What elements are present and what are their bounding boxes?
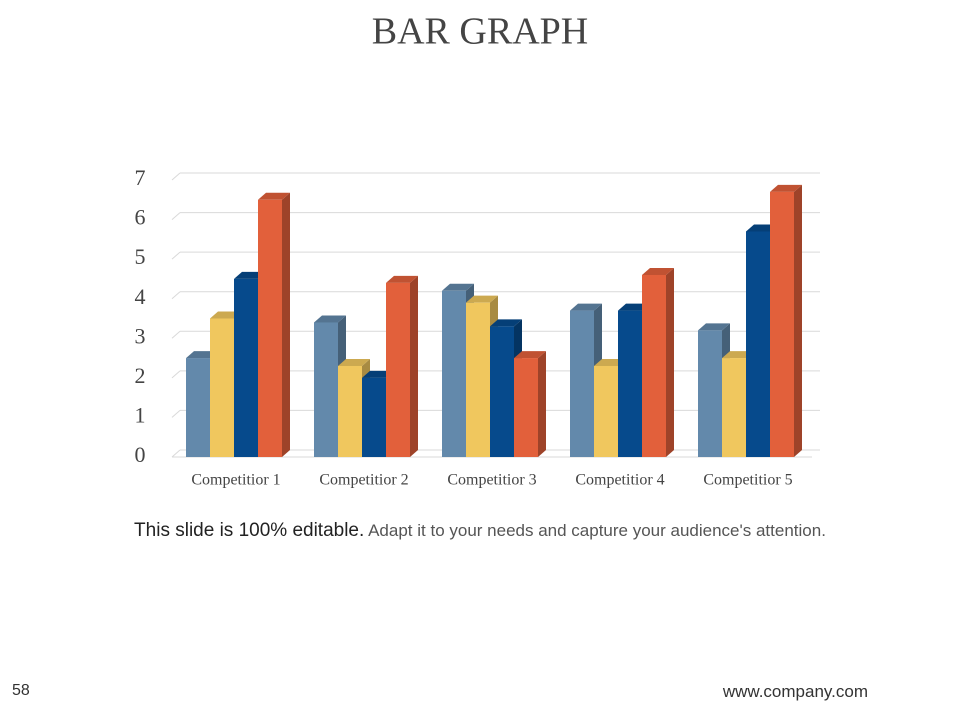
bar [234,278,258,457]
y-tick-label: 4 [135,284,146,309]
bar [770,191,794,457]
bar-side [282,192,290,458]
y-tick-label: 1 [135,402,146,427]
bar [618,310,642,457]
grid-wall-line [171,410,181,418]
y-tick-label: 7 [135,165,146,190]
bar-top [338,358,370,366]
x-tick-label: Competitior 4 [575,472,664,489]
bar-side [666,267,674,457]
bar-top [490,319,522,327]
bar [186,358,210,457]
bar-top [386,275,418,283]
caption-text: Adapt it to your needs and capture your … [368,521,826,540]
x-tick-label: Competitior 1 [191,472,280,489]
bar [722,358,746,457]
grid-wall-line [171,370,181,379]
bar [442,290,466,457]
bar [570,310,594,457]
bar [210,318,234,457]
bar [514,358,538,457]
bar [362,377,386,457]
bar-side [794,184,802,457]
x-tick-label: Competitior 2 [319,472,408,489]
bar [746,231,770,457]
bar-top [258,192,290,200]
grid-wall-line [171,212,181,220]
caption: This slide is 100% editable. Adapt it to… [130,519,830,542]
bar [338,365,362,457]
bar-side [410,275,418,457]
bar-top [770,184,802,192]
bar [594,365,618,457]
bar [466,302,490,457]
grid-wall-line [171,172,181,181]
chart-title: BAR GRAPH [372,11,588,53]
bar-side [538,351,546,457]
bar [314,322,338,457]
caption-bold: This slide is 100% editable. [134,520,365,541]
x-tick-label: Competitior 5 [703,472,792,489]
bar-top [466,295,498,303]
bar [698,330,722,457]
page-number: 58 [12,682,30,699]
bar [642,274,666,457]
x-tick-label: Competitior 3 [447,472,536,489]
y-tick-label: 5 [135,244,146,269]
bar-top [314,315,346,323]
bar-top [514,351,546,359]
bar-top [570,303,602,311]
y-tick-label: 6 [135,205,146,230]
y-tick-label: 2 [135,363,146,388]
bar-top [698,323,730,331]
grid-wall-line [171,449,181,458]
bar-top [442,283,474,291]
bar [490,326,514,457]
website: www.company.com [722,682,868,701]
grid-wall-line [171,251,181,260]
grid-wall-line [171,291,181,300]
y-tick-label: 0 [135,442,146,467]
bar-top [642,267,674,275]
grid-wall-line [171,330,181,339]
y-tick-label: 3 [135,323,146,348]
bar [258,199,282,458]
bar [386,282,410,457]
